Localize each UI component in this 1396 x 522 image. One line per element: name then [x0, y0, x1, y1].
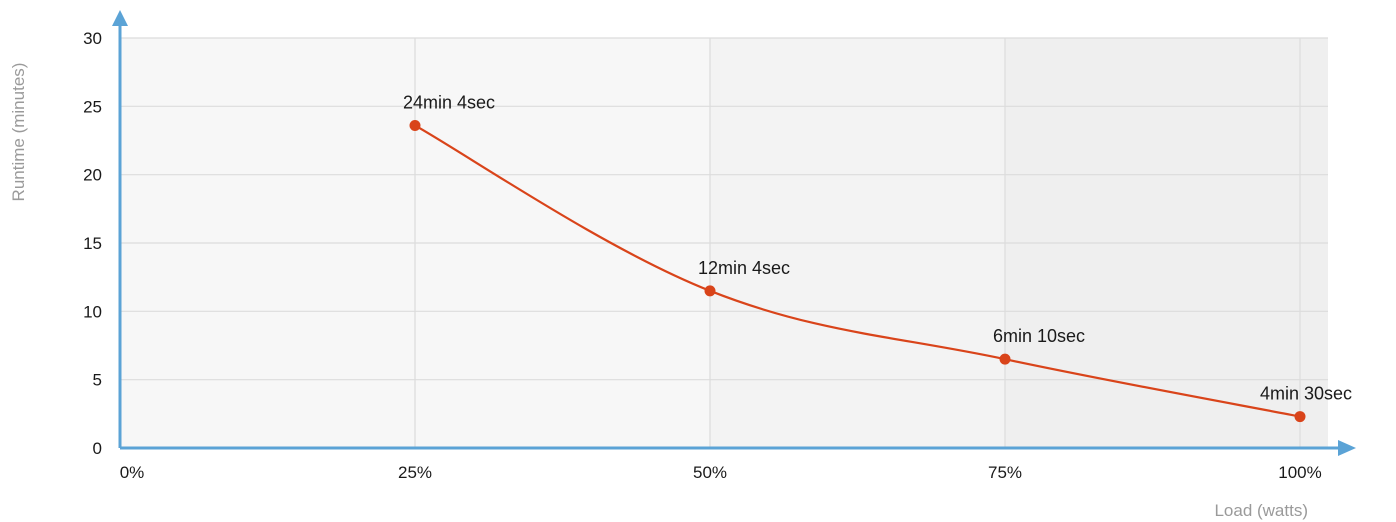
y-tick-label: 25 [83, 97, 102, 116]
data-label: 12min 4sec [698, 258, 790, 278]
y-tick-label: 15 [83, 234, 102, 253]
y-tick-label: 20 [83, 166, 102, 185]
gridlines [120, 37, 1328, 448]
series-line [414, 124, 1301, 418]
data-point [409, 119, 421, 131]
x-tick-label: 0% [120, 463, 145, 482]
y-axis-title: Runtime (minutes) [9, 63, 28, 202]
data-label: 24min 4sec [403, 92, 495, 112]
data-point [1294, 411, 1306, 423]
y-tick-label: 30 [83, 29, 102, 48]
x-axis-title: Load (watts) [1214, 501, 1308, 520]
x-tick-label: 100% [1278, 463, 1321, 482]
y-tick-label: 10 [83, 302, 102, 321]
data-point [999, 353, 1011, 365]
y-tick-labels: 0 5 10 15 20 25 30 [83, 29, 102, 458]
x-axis-arrow [1338, 440, 1356, 456]
series-runtime: 24min 4sec 12min 4sec 6min 10sec 4min 30sec [403, 92, 1352, 423]
x-tick-label: 75% [988, 463, 1022, 482]
x-tick-labels: 0% 25% 50% 75% 100% [120, 463, 1322, 482]
x-tick-label: 25% [398, 463, 432, 482]
data-label: 6min 10sec [993, 326, 1085, 346]
y-tick-label: 5 [93, 371, 102, 390]
data-label: 4min 30sec [1260, 384, 1352, 404]
y-axis-arrow [112, 10, 128, 26]
data-point [704, 285, 716, 297]
y-tick-label: 0 [93, 439, 102, 458]
x-tick-label: 50% [693, 463, 727, 482]
axes [112, 10, 1356, 456]
